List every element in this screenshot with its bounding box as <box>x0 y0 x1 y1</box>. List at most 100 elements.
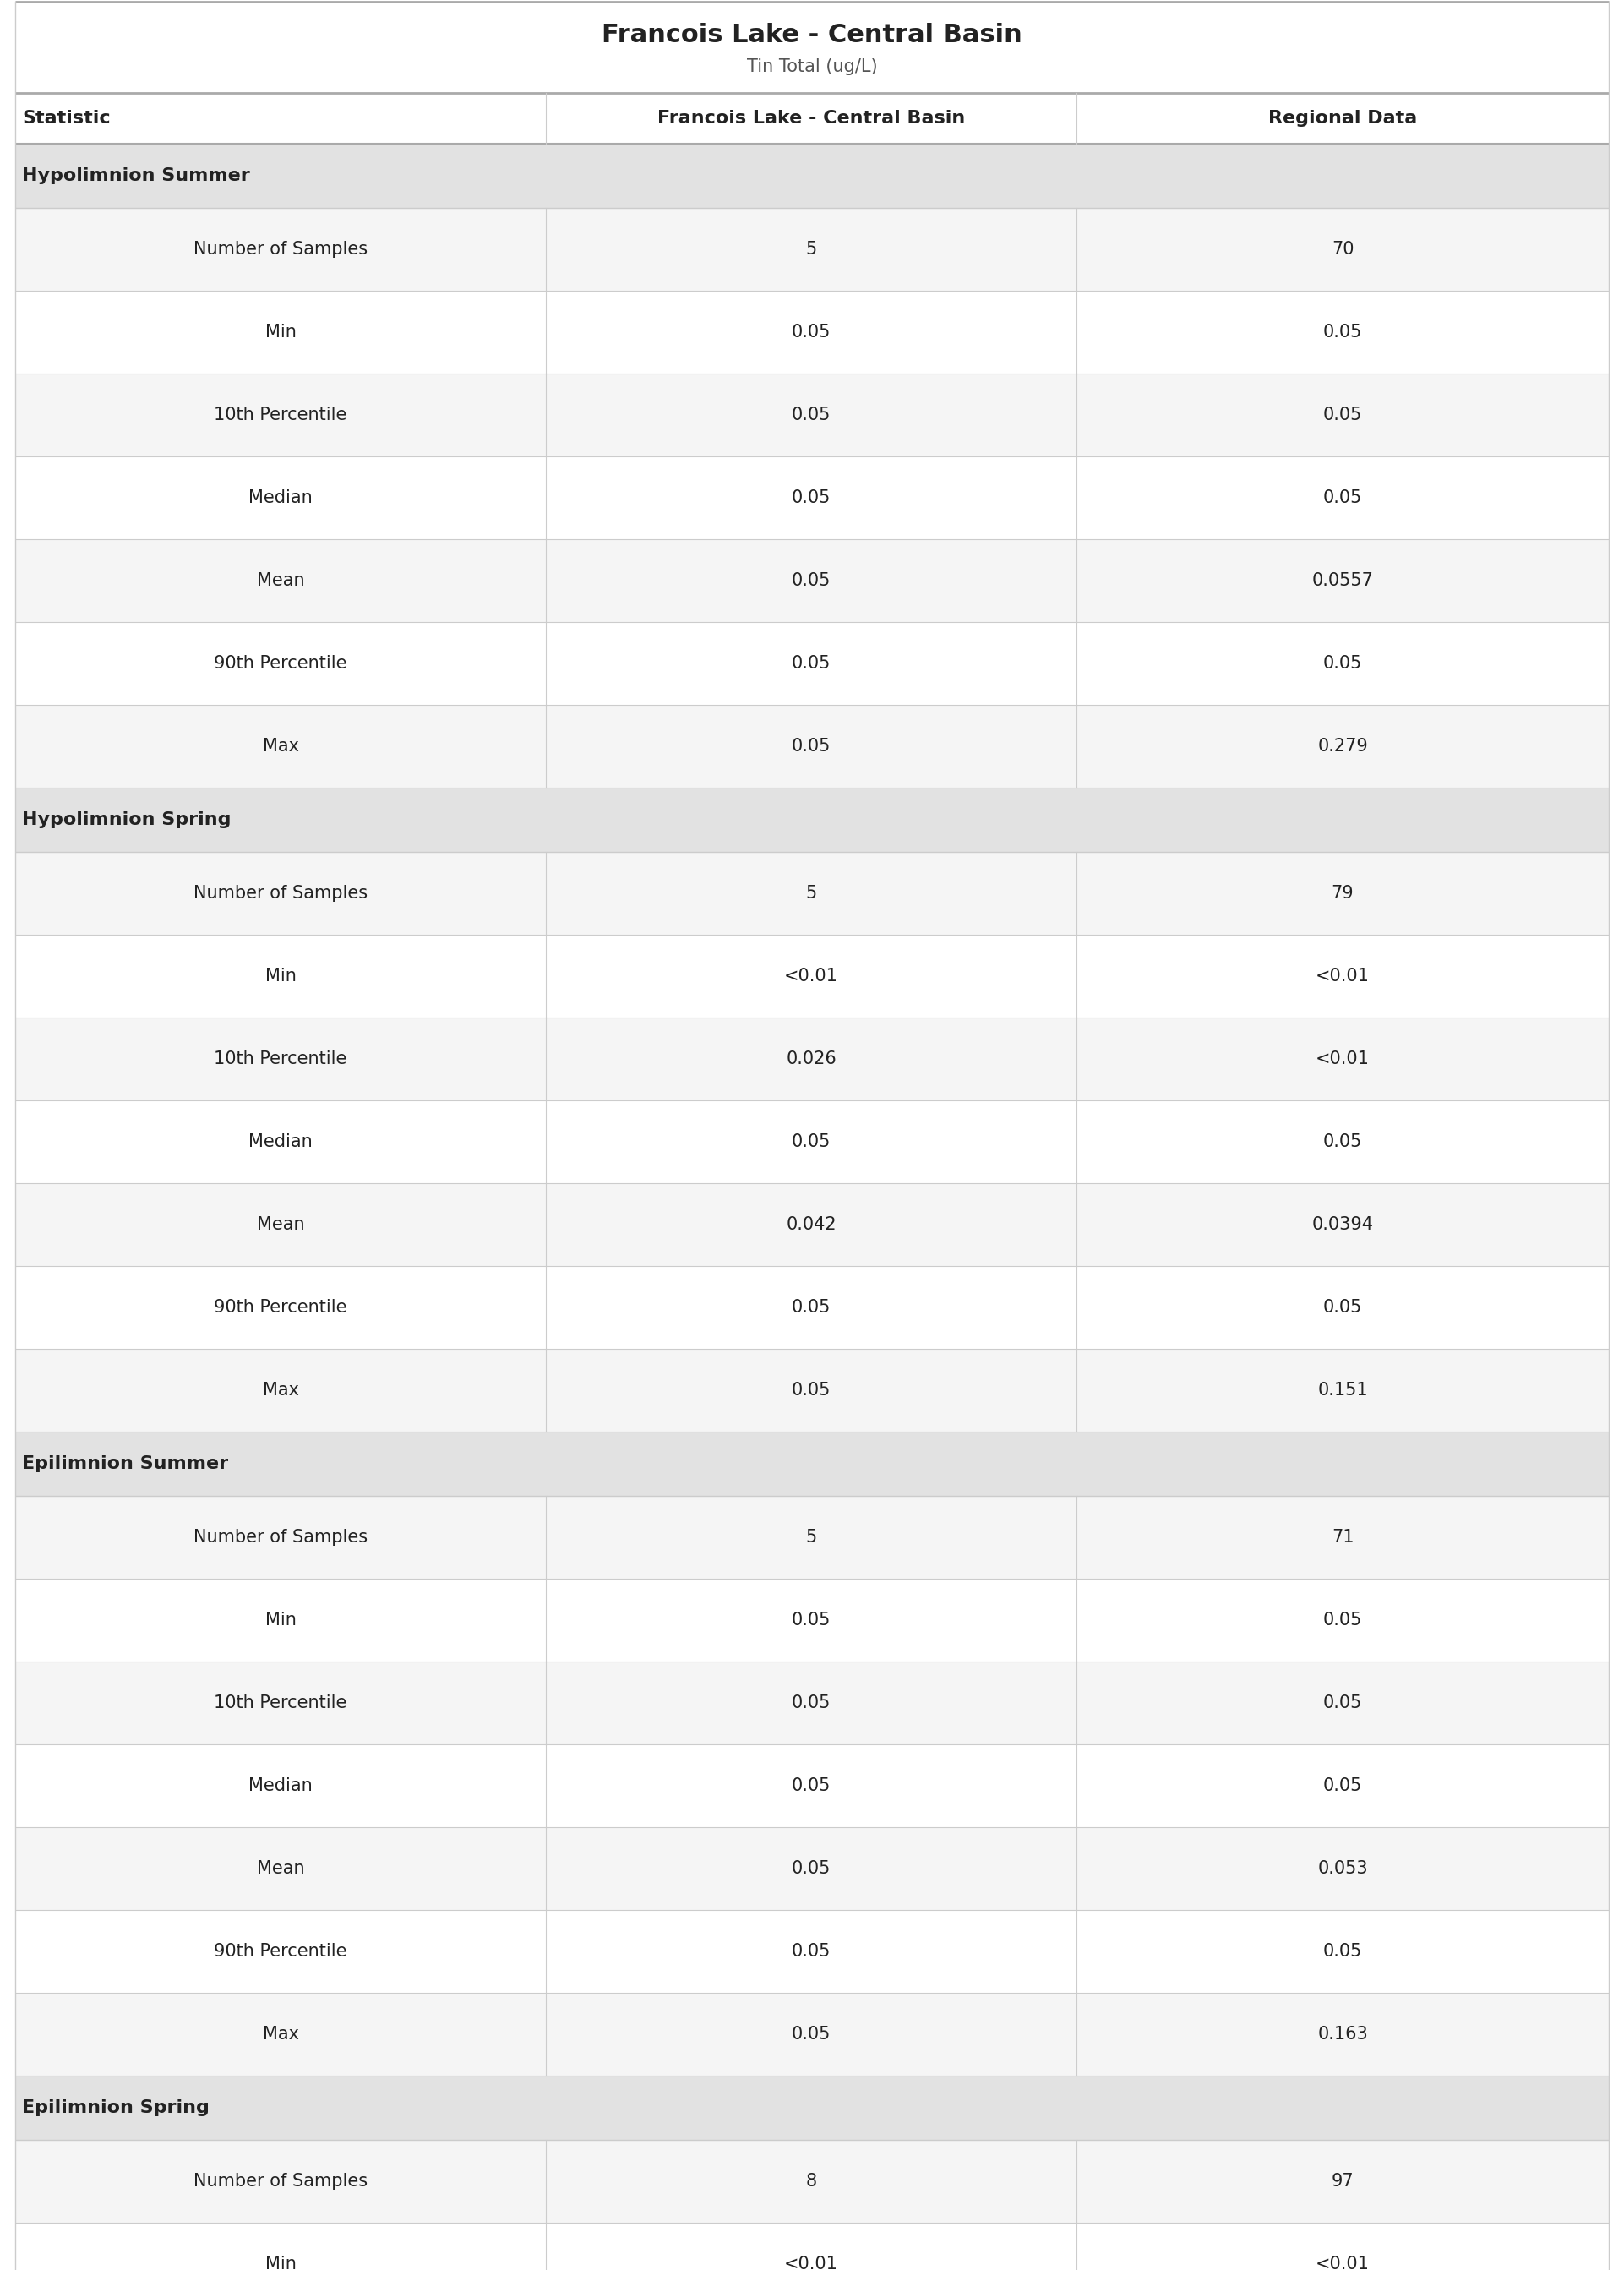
Bar <box>15 2141 1609 2222</box>
Text: 0.026: 0.026 <box>786 1051 836 1067</box>
Text: 8: 8 <box>806 2172 817 2191</box>
Text: 0.05: 0.05 <box>791 1859 831 1877</box>
Text: 0.05: 0.05 <box>791 1382 831 1398</box>
Text: 0.05: 0.05 <box>791 1777 831 1793</box>
Text: Hypolimnion Spring: Hypolimnion Spring <box>23 810 231 829</box>
Bar <box>15 788 1609 851</box>
Text: 0.163: 0.163 <box>1317 2025 1367 2043</box>
Text: Max: Max <box>263 2025 299 2043</box>
Text: <0.01: <0.01 <box>1315 967 1369 985</box>
Text: 10th Percentile: 10th Percentile <box>214 1051 348 1067</box>
Text: 0.05: 0.05 <box>791 1612 831 1628</box>
Text: 0.05: 0.05 <box>791 738 831 754</box>
Bar <box>15 375 1609 456</box>
Text: 0.05: 0.05 <box>791 1693 831 1712</box>
Bar <box>15 704 1609 788</box>
Bar <box>15 1348 1609 1432</box>
Text: Min: Min <box>265 1612 296 1628</box>
Bar <box>15 1662 1609 1743</box>
Text: 71: 71 <box>1332 1528 1354 1546</box>
Text: Number of Samples: Number of Samples <box>193 241 367 259</box>
Text: 0.05: 0.05 <box>791 490 831 506</box>
Bar <box>15 1432 1609 1496</box>
Text: 0.05: 0.05 <box>791 1298 831 1317</box>
Bar <box>15 935 1609 1017</box>
Bar <box>15 143 1609 209</box>
Text: 0.05: 0.05 <box>1324 406 1363 424</box>
Text: 0.05: 0.05 <box>791 1133 831 1151</box>
Text: 0.05: 0.05 <box>1324 1943 1363 1959</box>
Text: 97: 97 <box>1332 2172 1354 2191</box>
Bar <box>15 1909 1609 1993</box>
Text: 0.05: 0.05 <box>791 2025 831 2043</box>
Text: Epilimnion Summer: Epilimnion Summer <box>23 1455 229 1473</box>
Text: <0.01: <0.01 <box>784 2256 838 2270</box>
Text: Mean: Mean <box>257 1217 304 1233</box>
Text: 5: 5 <box>806 885 817 901</box>
Text: Number of Samples: Number of Samples <box>193 1528 367 1546</box>
Text: 0.05: 0.05 <box>791 656 831 672</box>
Bar <box>15 291 1609 375</box>
Bar <box>15 1827 1609 1909</box>
Text: 0.05: 0.05 <box>1324 656 1363 672</box>
Bar <box>15 209 1609 291</box>
Text: 0.0557: 0.0557 <box>1312 572 1374 588</box>
Text: Median: Median <box>248 1777 312 1793</box>
Text: 0.0394: 0.0394 <box>1312 1217 1374 1233</box>
Text: 0.042: 0.042 <box>786 1217 836 1233</box>
Text: 0.05: 0.05 <box>1324 325 1363 340</box>
Text: 0.05: 0.05 <box>1324 490 1363 506</box>
Text: 0.05: 0.05 <box>1324 1298 1363 1317</box>
Text: Median: Median <box>248 490 312 506</box>
Text: 0.05: 0.05 <box>791 572 831 588</box>
Text: 90th Percentile: 90th Percentile <box>214 1943 348 1959</box>
Text: 90th Percentile: 90th Percentile <box>214 1298 348 1317</box>
Text: Number of Samples: Number of Samples <box>193 2172 367 2191</box>
Bar <box>15 1101 1609 1183</box>
Text: Max: Max <box>263 738 299 754</box>
Bar <box>15 1017 1609 1101</box>
Bar <box>15 851 1609 935</box>
Text: <0.01: <0.01 <box>1315 2256 1369 2270</box>
Text: 0.053: 0.053 <box>1317 1859 1367 1877</box>
Bar <box>15 622 1609 704</box>
Text: <0.01: <0.01 <box>784 967 838 985</box>
Text: 5: 5 <box>806 241 817 259</box>
Text: 0.151: 0.151 <box>1317 1382 1367 1398</box>
Bar <box>15 1578 1609 1662</box>
Bar <box>15 1496 1609 1578</box>
Text: 10th Percentile: 10th Percentile <box>214 406 348 424</box>
Bar <box>15 2222 1609 2270</box>
Text: Regional Data: Regional Data <box>1268 109 1418 127</box>
Text: 0.279: 0.279 <box>1317 738 1367 754</box>
Bar <box>15 1267 1609 1348</box>
Bar <box>15 1993 1609 2075</box>
Text: 0.05: 0.05 <box>791 1943 831 1959</box>
Text: Mean: Mean <box>257 1859 304 1877</box>
Bar <box>15 2075 1609 2141</box>
Text: 0.05: 0.05 <box>1324 1133 1363 1151</box>
Text: 70: 70 <box>1332 241 1354 259</box>
Text: Epilimnion Spring: Epilimnion Spring <box>23 2100 209 2116</box>
Bar <box>15 456 1609 540</box>
Text: Min: Min <box>265 325 296 340</box>
Bar <box>15 1743 1609 1827</box>
Bar <box>15 93 1609 143</box>
Text: 0.05: 0.05 <box>1324 1693 1363 1712</box>
Text: 0.05: 0.05 <box>791 406 831 424</box>
Text: 79: 79 <box>1332 885 1354 901</box>
Bar <box>15 540 1609 622</box>
Text: 0.05: 0.05 <box>1324 1777 1363 1793</box>
Text: Max: Max <box>263 1382 299 1398</box>
Text: 0.05: 0.05 <box>1324 1612 1363 1628</box>
Text: 0.05: 0.05 <box>791 325 831 340</box>
Text: Francois Lake - Central Basin: Francois Lake - Central Basin <box>603 23 1021 48</box>
Text: Hypolimnion Summer: Hypolimnion Summer <box>23 168 250 184</box>
Text: Tin Total (ug/L): Tin Total (ug/L) <box>747 59 877 75</box>
Text: Min: Min <box>265 2256 296 2270</box>
Text: 10th Percentile: 10th Percentile <box>214 1693 348 1712</box>
Text: <0.01: <0.01 <box>1315 1051 1369 1067</box>
Text: Min: Min <box>265 967 296 985</box>
Text: Number of Samples: Number of Samples <box>193 885 367 901</box>
Text: Statistic: Statistic <box>23 109 110 127</box>
